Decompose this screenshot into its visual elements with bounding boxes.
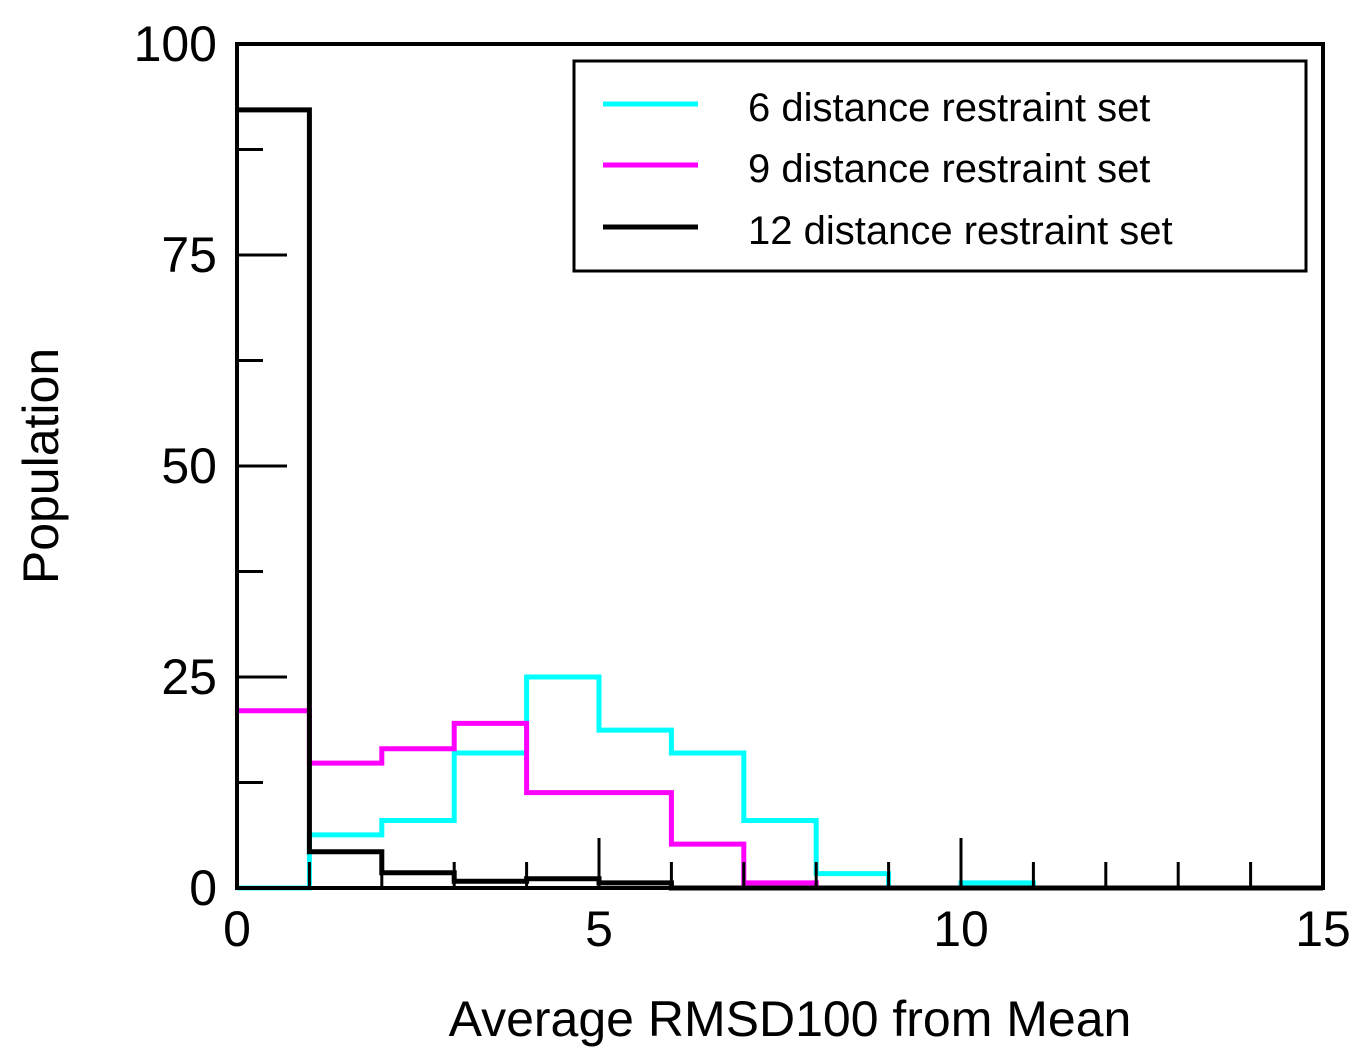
- axis-ticks: [235, 42, 1325, 890]
- x-axis-title: Average RMSD100 from Mean: [449, 991, 1132, 1047]
- x-tick-label: 5: [585, 901, 613, 957]
- y-tick-label: 0: [189, 860, 217, 916]
- x-tick-label: 10: [933, 901, 989, 957]
- y-axis-title: Population: [13, 348, 69, 584]
- y-tick-label: 100: [134, 16, 217, 72]
- legend: 6 distance restraint set 9 distance rest…: [572, 59, 1308, 273]
- axis-tick-labels: 0 5 10 15 0 25 50 75 100: [134, 16, 1351, 957]
- y-tick-label: 75: [161, 227, 217, 283]
- y-tick-label: 50: [161, 438, 217, 494]
- y-tick-label: 25: [161, 649, 217, 705]
- x-tick-label: 0: [223, 901, 251, 957]
- legend-label-6-set: 6 distance restraint set: [748, 86, 1150, 130]
- legend-label-9-set: 9 distance restraint set: [748, 147, 1150, 191]
- legend-label-12-set: 12 distance restraint set: [748, 209, 1173, 253]
- series-step-line-1: [237, 708, 1323, 891]
- x-tick-label: 15: [1295, 901, 1351, 957]
- series-step-line-0: [237, 674, 1323, 891]
